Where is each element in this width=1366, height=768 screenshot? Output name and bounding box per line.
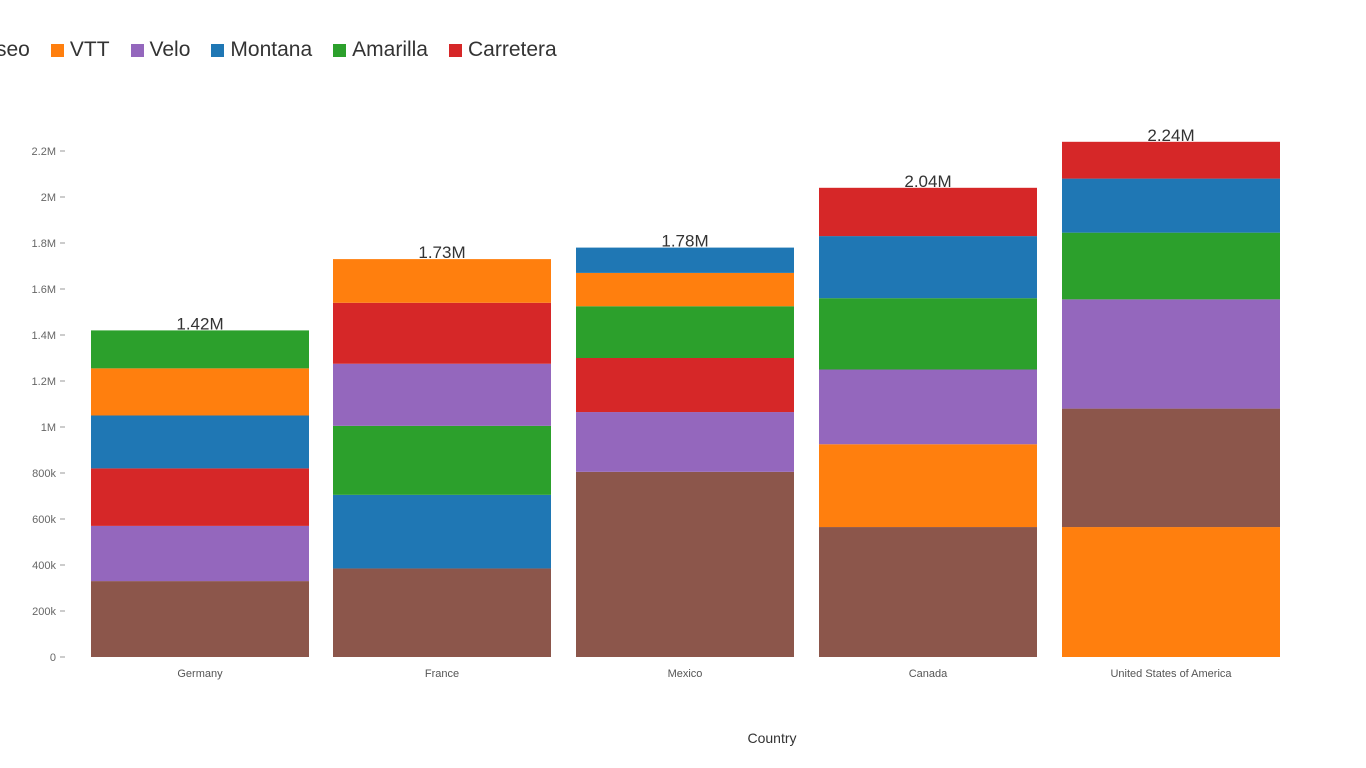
legend-label: Montana <box>230 38 313 61</box>
legend-item[interactable]: seo <box>0 38 30 62</box>
bars: 1.42M 1.73M 1.78M 2.04M 2.24M <box>91 126 1280 657</box>
bar-segment-amarilla[interactable] <box>91 330 309 369</box>
bar-stack[interactable] <box>91 330 309 657</box>
y-tick-label: 400k <box>32 560 56 572</box>
y-tick-label: 1.6M <box>32 284 56 296</box>
x-axis: Germany France Mexico Canada United States o… <box>177 668 1232 680</box>
bar-segment-seo[interactable] <box>819 527 1037 657</box>
chart-legend: seo VTT Velo Montana Amarilla Carretera <box>0 38 578 62</box>
bar-segment-carretera[interactable] <box>576 358 794 413</box>
bar-segment-montana[interactable] <box>819 236 1037 299</box>
bar-stack[interactable] <box>333 259 551 657</box>
y-tick-label: 1M <box>41 422 56 434</box>
legend-swatch <box>333 43 347 57</box>
bar-segment-carretera[interactable] <box>91 468 309 526</box>
y-tick-label: 200k <box>32 606 56 618</box>
bar-segment-montana[interactable] <box>1062 178 1280 233</box>
legend-item[interactable]: Amarilla <box>333 38 428 62</box>
y-tick-label: 2M <box>41 192 56 204</box>
bar-segment-velo[interactable] <box>819 369 1037 445</box>
bar-segment-vtt[interactable] <box>1062 527 1280 657</box>
y-tick-label: 2.2M <box>32 146 56 158</box>
bar-stack[interactable] <box>819 187 1037 657</box>
bar-segment-amarilla[interactable] <box>819 298 1037 370</box>
y-tick-label: 1.8M <box>32 238 56 250</box>
bar-stack[interactable] <box>1062 141 1280 657</box>
x-tick-label: Mexico <box>668 668 703 680</box>
legend-label: VTT <box>69 38 110 61</box>
legend-label: Carretera <box>468 38 557 61</box>
y-axis: 0 200k 400k 600k 800k 1M 1.2M 1.4M 1.6M 1.8M 2M 2.2… <box>32 146 65 664</box>
x-tick-label: Canada <box>909 668 948 680</box>
bar-segment-velo[interactable] <box>576 412 794 472</box>
bar-total-label: 2.24M <box>1147 126 1194 145</box>
bar-segment-montana[interactable] <box>91 415 309 469</box>
legend-swatch <box>50 43 64 57</box>
bar-segment-seo[interactable] <box>333 568 551 657</box>
bar-total-label: 2.04M <box>904 172 951 191</box>
bar-segment-carretera[interactable] <box>333 302 551 364</box>
x-tick-label: France <box>425 668 459 680</box>
legend-swatch <box>130 43 144 57</box>
legend-item[interactable]: Velo <box>130 38 191 62</box>
bar-segment-montana[interactable] <box>333 494 551 569</box>
bar-total-label: 1.78M <box>661 232 708 251</box>
x-tick-label: Germany <box>177 668 223 680</box>
y-tick-label: 0 <box>50 652 56 664</box>
bar-segment-vtt[interactable] <box>819 444 1037 528</box>
bar-segment-vtt[interactable] <box>333 259 551 303</box>
legend-label: Velo <box>149 38 191 61</box>
legend-item[interactable]: VTT <box>50 38 110 62</box>
legend-label: Amarilla <box>352 38 428 61</box>
x-axis-title: Country <box>747 730 796 746</box>
bar-total-label: 1.42M <box>176 314 223 333</box>
y-tick-label: 1.2M <box>32 376 56 388</box>
bar-segment-montana[interactable] <box>576 247 794 273</box>
bar-segment-seo[interactable] <box>91 581 309 657</box>
bar-segment-amarilla[interactable] <box>576 306 794 358</box>
y-tick-label: 800k <box>32 468 56 480</box>
bar-segment-vtt[interactable] <box>91 368 309 416</box>
y-tick-label: 600k <box>32 514 56 526</box>
bar-total-label: 1.73M <box>418 243 465 262</box>
legend-item[interactable]: Montana <box>211 38 312 62</box>
bar-stack[interactable] <box>576 247 794 657</box>
bar-segment-seo[interactable] <box>1062 408 1280 528</box>
bar-segment-amarilla[interactable] <box>333 425 551 495</box>
bar-segment-velo[interactable] <box>91 525 309 582</box>
bar-segment-velo[interactable] <box>333 363 551 426</box>
legend-swatch <box>211 43 225 57</box>
bar-segment-seo[interactable] <box>576 471 794 657</box>
legend-item[interactable]: Carretera <box>449 38 557 62</box>
bar-segment-amarilla[interactable] <box>1062 232 1280 300</box>
bar-segment-carretera[interactable] <box>819 187 1037 237</box>
bar-segment-carretera[interactable] <box>1062 141 1280 179</box>
bar-segment-velo[interactable] <box>1062 299 1280 409</box>
legend-swatch <box>449 43 462 57</box>
legend-label: seo <box>0 38 30 61</box>
y-tick-label: 1.4M <box>32 330 56 342</box>
x-tick-label: United States of America <box>1110 668 1232 680</box>
bar-segment-vtt[interactable] <box>576 272 794 307</box>
